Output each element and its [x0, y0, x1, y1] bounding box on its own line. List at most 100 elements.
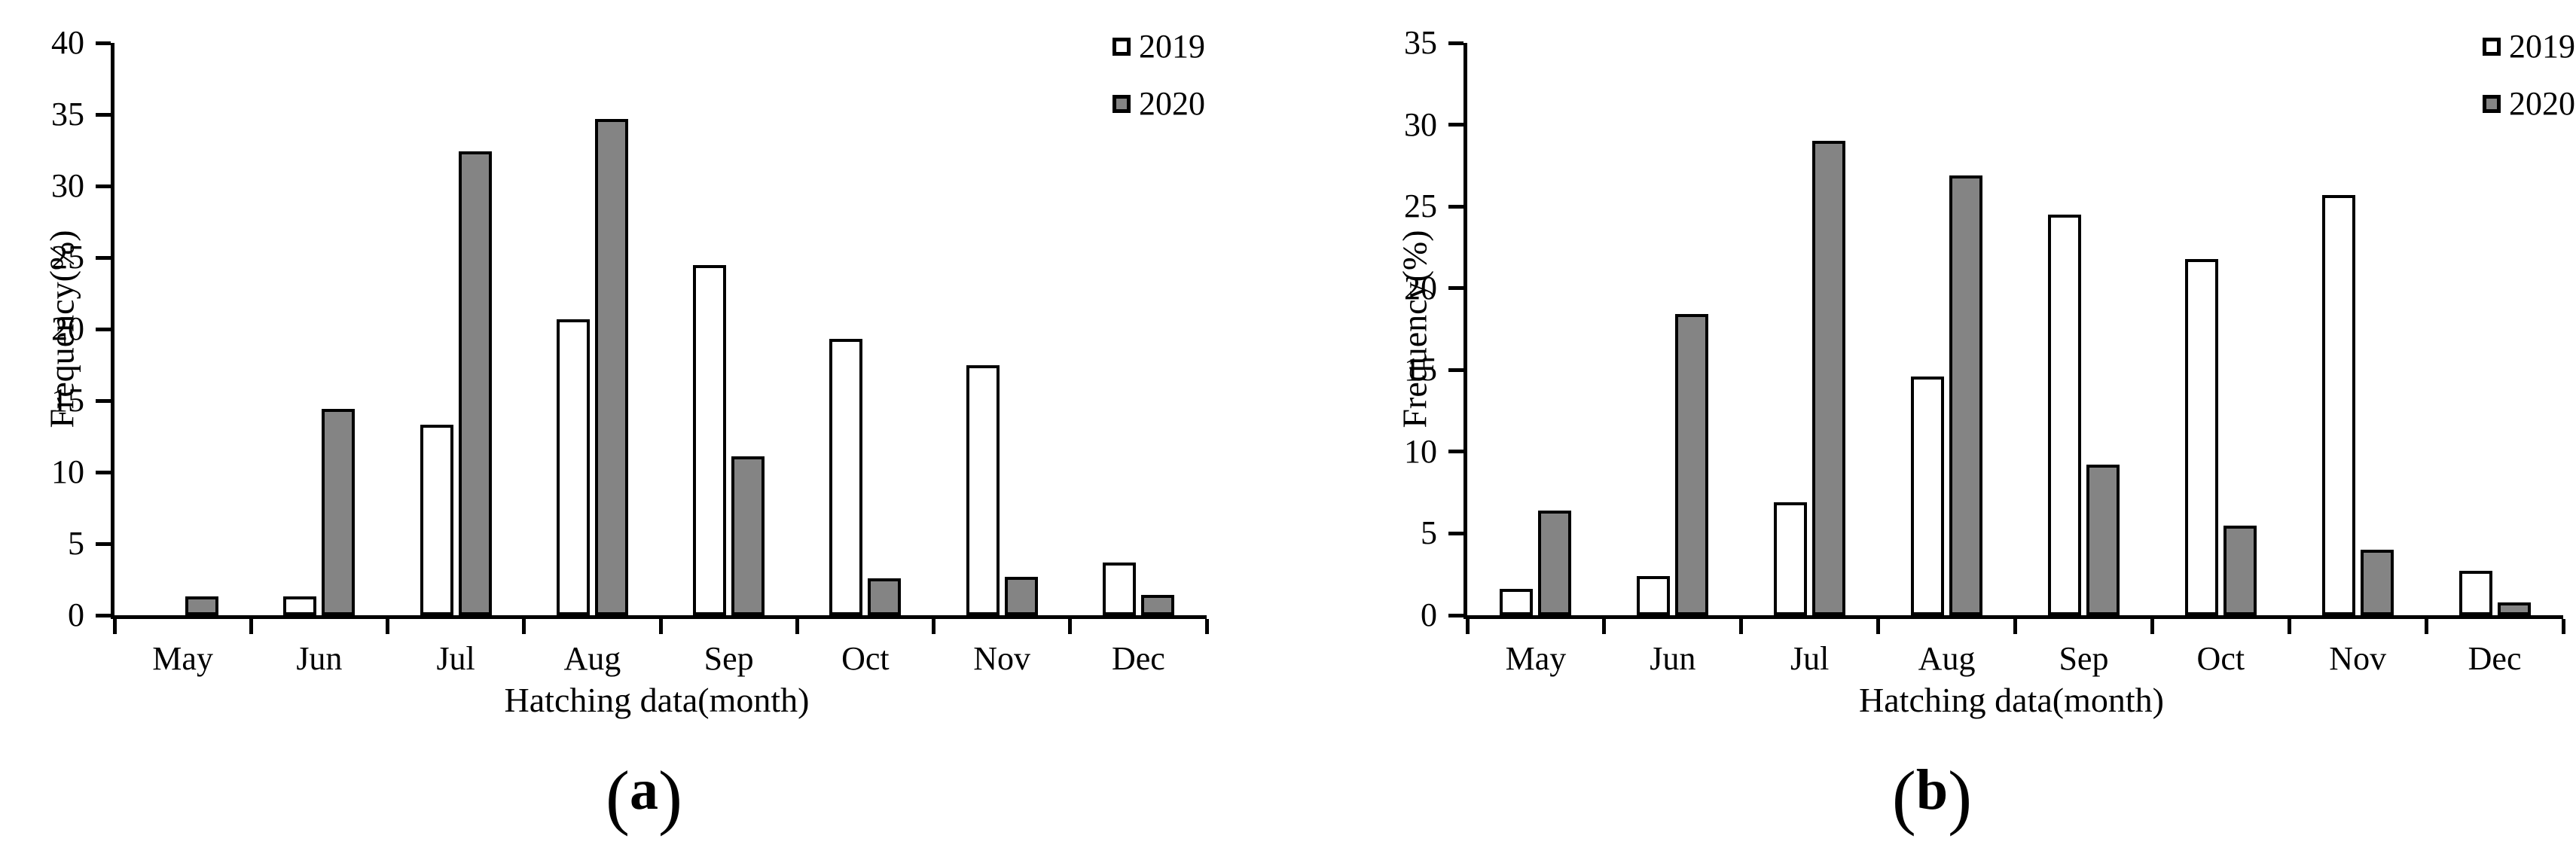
legend-label-2019: 2019 [2509, 28, 2575, 65]
y-axis-tick [1448, 613, 1463, 617]
x-axis-tick [522, 619, 526, 634]
bar-2020-aug [1949, 175, 1983, 615]
bar-2020-jun [322, 409, 356, 615]
month-label-oct: Oct [841, 640, 890, 677]
month-label-jul: Jul [436, 640, 475, 677]
bar-2019-may [1500, 589, 1534, 615]
x-axis-title: Hatching data(month) [1859, 681, 2164, 719]
y-tick-label-40: 40 [51, 24, 84, 61]
y-tick-label-0: 0 [68, 596, 84, 633]
x-axis-tick [1876, 619, 1881, 634]
x-axis-tick [2150, 619, 2154, 634]
legend-swatch-2020 [1113, 95, 1131, 113]
y-tick-label-10: 10 [1404, 432, 1437, 470]
bar-2020-nov [1004, 576, 1038, 615]
legend-swatch-2020 [2483, 95, 2501, 113]
panel-caption-b: (b) [1288, 755, 2576, 838]
month-label-may: May [1505, 640, 1567, 677]
month-label-jul: Jul [1790, 640, 1830, 677]
month-label-oct: Oct [2196, 640, 2245, 677]
bar-2020-nov [2360, 550, 2394, 615]
bar-2019-jun [1637, 575, 1671, 615]
caption-close-paren: ) [658, 756, 682, 837]
panel-b: Frequency(%) 2019 2020 0 5 10 15 20 25 30 35 May… [1288, 0, 2576, 866]
y-tick-label-20: 20 [51, 310, 84, 347]
y-axis-tick [1448, 450, 1463, 454]
bar-2019-oct [829, 339, 863, 615]
x-axis-title: Hatching data(month) [504, 681, 810, 719]
legend-item-2020: 2020 [1113, 85, 1205, 123]
legend: 2019 2020 [1113, 28, 1205, 123]
bar-2020-aug [594, 118, 628, 615]
bar-2020-dec [1140, 595, 1174, 615]
y-axis-tick [96, 327, 111, 331]
month-label-dec: Dec [2468, 640, 2522, 677]
y-tick-label-0: 0 [1421, 596, 1437, 633]
x-axis-tick [2287, 619, 2291, 634]
x-axis-tick [2561, 619, 2565, 634]
y-axis-tick [96, 470, 111, 474]
bar-2019-dec [1102, 562, 1136, 615]
y-tick-label-30: 30 [1404, 105, 1437, 143]
x-axis-tick [112, 619, 117, 634]
bar-2019-nov [2321, 194, 2355, 615]
bar-2020-sep [2086, 465, 2120, 615]
bar-2020-oct [2223, 525, 2257, 615]
y-axis-tick [1448, 367, 1463, 372]
legend-item-2020: 2020 [2483, 85, 2575, 123]
y-axis-title: Frequency(%) [1395, 230, 1434, 428]
bar-2020-jun [1675, 314, 1709, 615]
y-tick-label-5: 5 [68, 525, 84, 562]
y-axis-tick [96, 255, 111, 260]
y-axis-tick [1448, 41, 1463, 45]
month-label-aug: Aug [1918, 640, 1976, 677]
bar-2019-jun [283, 596, 317, 615]
y-tick-label-20: 20 [1404, 269, 1437, 306]
bar-2019-aug [1911, 376, 1945, 615]
legend-item-2019: 2019 [2483, 28, 2575, 66]
x-axis-tick [932, 619, 935, 634]
x-axis-tick [795, 619, 799, 634]
caption-open-paren: ( [606, 756, 630, 837]
y-axis-tick [1448, 286, 1463, 291]
legend-swatch-2019 [2483, 38, 2501, 56]
plot-area-b: 2019 2020 0 5 10 15 20 25 30 35 May Jun Jul Aug Sep O… [1404, 24, 2575, 677]
bar-2020-may [1538, 511, 1572, 615]
legend-label-2020: 2020 [2509, 85, 2575, 122]
caption-letter: b [1915, 758, 1949, 822]
x-axis-tick [658, 619, 663, 634]
bar-2019-nov [966, 364, 1000, 615]
x-axis-tick [249, 619, 253, 634]
month-label-nov: Nov [973, 640, 1031, 677]
x-axis-tick [386, 619, 389, 634]
bar-2019-oct [2184, 258, 2218, 615]
caption-letter: a [630, 758, 658, 822]
y-axis-tick [96, 41, 111, 45]
bar-2019-aug [556, 319, 590, 615]
y-axis-tick [1448, 531, 1463, 535]
x-axis-tick [1739, 619, 1744, 634]
y-tick-label-35: 35 [1404, 24, 1437, 61]
bar-2019-jul [1774, 502, 1808, 615]
y-tick-label-35: 35 [51, 96, 84, 133]
legend-item-2019: 2019 [1113, 28, 1205, 66]
month-label-aug: Aug [563, 640, 621, 677]
bar-2020-may [185, 596, 219, 615]
y-tick-label-30: 30 [51, 167, 84, 204]
bar-2019-jul [420, 425, 453, 615]
x-axis-tick [1068, 619, 1073, 634]
bar-2020-sep [731, 456, 765, 615]
x-axis-tick [2424, 619, 2428, 634]
panel-caption-a: (a) [0, 755, 1288, 838]
x-axis-tick [2013, 619, 2017, 634]
plot-area-a: 2019 2020 0 5 10 15 20 25 30 35 40 May Jun Jul Aug Se… [51, 24, 1209, 677]
x-axis-tick [1602, 619, 1607, 634]
y-axis-tick [96, 184, 111, 188]
bar-2019-sep [2047, 215, 2081, 615]
x-axis-tick [1204, 619, 1209, 634]
bar-2019-sep [693, 264, 727, 615]
panel-a: Frequency(%) 2019 2020 0 5 10 15 20 25 30 35 40 M… [0, 24, 1288, 838]
legend: 2019 2020 [2483, 28, 2575, 123]
y-tick-label-25: 25 [1404, 188, 1437, 225]
